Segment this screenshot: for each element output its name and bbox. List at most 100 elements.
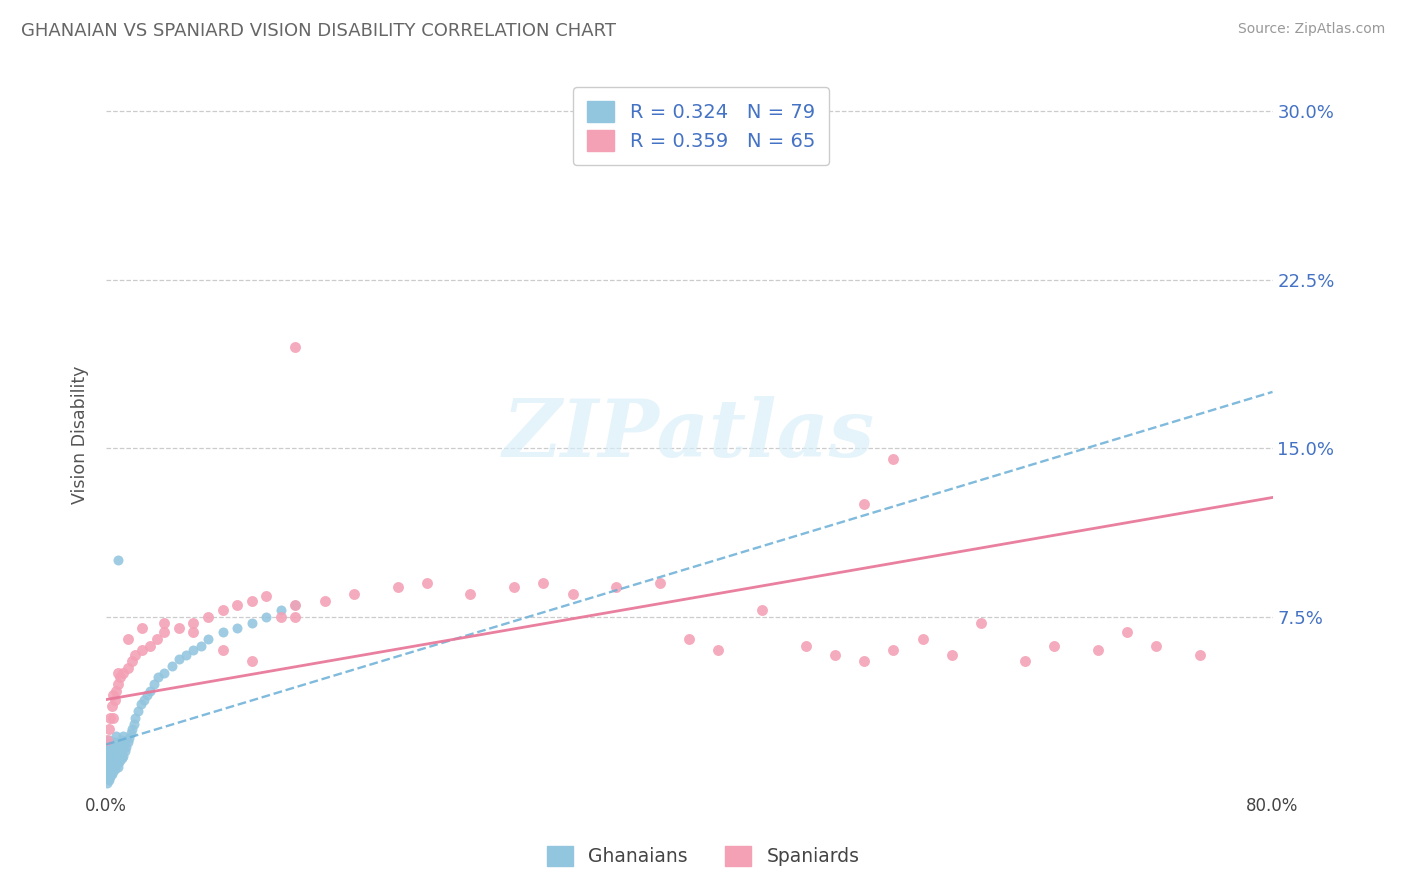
Point: [96, 760, 118, 774]
Point: [343, 587, 366, 601]
Point: [129, 697, 152, 711]
Point: [853, 497, 876, 511]
Point: [100, 751, 122, 765]
Point: [941, 648, 963, 662]
Point: [98, 753, 121, 767]
Point: [110, 670, 132, 684]
Point: [103, 742, 125, 756]
Point: [111, 733, 134, 747]
Point: [97, 773, 120, 788]
Point: [138, 683, 160, 698]
Point: [105, 757, 128, 772]
Point: [167, 652, 190, 666]
Point: [96, 766, 118, 780]
Point: [183, 616, 205, 631]
Point: [254, 609, 277, 624]
Point: [503, 580, 526, 594]
Point: [1115, 625, 1137, 640]
Point: [98, 769, 121, 783]
Point: [97, 739, 120, 754]
Point: [121, 722, 143, 736]
Point: [110, 738, 132, 752]
Point: [96, 764, 118, 779]
Point: [110, 753, 132, 767]
Point: [97, 722, 120, 736]
Text: GHANAIAN VS SPANIARD VISION DISABILITY CORRELATION CHART: GHANAIAN VS SPANIARD VISION DISABILITY C…: [21, 22, 616, 40]
Point: [970, 616, 993, 631]
Point: [108, 756, 131, 770]
Point: [1144, 639, 1167, 653]
Point: [561, 587, 583, 601]
Point: [882, 643, 904, 657]
Point: [882, 452, 904, 467]
Point: [96, 756, 118, 770]
Point: [853, 655, 876, 669]
Point: [751, 603, 773, 617]
Point: [103, 764, 125, 779]
Point: [122, 717, 145, 731]
Point: [824, 648, 846, 662]
Point: [108, 739, 131, 754]
Point: [104, 762, 127, 776]
Point: [103, 710, 125, 724]
Point: [132, 692, 155, 706]
Point: [103, 688, 125, 702]
Point: [183, 625, 205, 640]
Point: [148, 670, 170, 684]
Point: [167, 621, 190, 635]
Point: [104, 748, 127, 763]
Point: [98, 710, 121, 724]
Point: [131, 643, 153, 657]
Point: [107, 747, 129, 761]
Point: [100, 766, 122, 780]
Point: [314, 594, 336, 608]
Point: [254, 589, 277, 603]
Point: [117, 735, 139, 749]
Point: [605, 580, 627, 594]
Point: [226, 621, 249, 635]
Point: [98, 748, 121, 763]
Point: [97, 764, 120, 779]
Point: [174, 648, 197, 662]
Point: [96, 775, 118, 789]
Point: [190, 639, 212, 653]
Point: [284, 599, 307, 613]
Legend: Ghanaians, Spaniards: Ghanaians, Spaniards: [538, 838, 868, 873]
Point: [98, 735, 121, 749]
Point: [100, 760, 122, 774]
Point: [226, 599, 249, 613]
Point: [105, 742, 128, 756]
Point: [127, 704, 149, 718]
Point: [197, 632, 219, 646]
Point: [270, 603, 292, 617]
Legend: R = 0.324   N = 79, R = 0.359   N = 65: R = 0.324 N = 79, R = 0.359 N = 65: [574, 87, 828, 164]
Text: Source: ZipAtlas.com: Source: ZipAtlas.com: [1237, 22, 1385, 37]
Point: [240, 655, 263, 669]
Point: [416, 575, 439, 590]
Point: [211, 603, 233, 617]
Point: [911, 632, 934, 646]
Point: [103, 744, 125, 758]
Y-axis label: Vision Disability: Vision Disability: [72, 366, 89, 504]
Point: [678, 632, 700, 646]
Point: [97, 733, 120, 747]
Point: [153, 616, 176, 631]
Point: [100, 738, 122, 752]
Point: [197, 609, 219, 624]
Point: [107, 665, 129, 680]
Point: [131, 621, 153, 635]
Point: [96, 751, 118, 765]
Point: [97, 760, 120, 774]
Text: ZIPatlas: ZIPatlas: [503, 396, 876, 474]
Point: [112, 665, 135, 680]
Point: [460, 587, 482, 601]
Point: [96, 733, 118, 747]
Point: [707, 137, 730, 152]
Point: [111, 751, 134, 765]
Point: [1087, 643, 1109, 657]
Point: [97, 757, 120, 772]
Point: [98, 762, 121, 776]
Point: [153, 625, 176, 640]
Point: [284, 599, 307, 613]
Point: [96, 771, 118, 785]
